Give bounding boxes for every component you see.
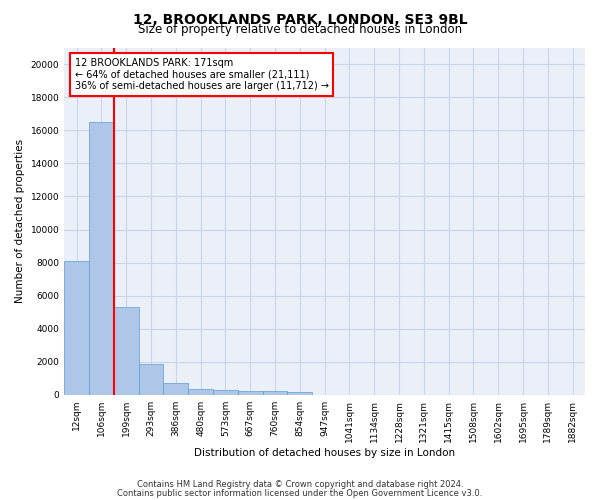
Bar [263,392,287,395]
Text: Size of property relative to detached houses in London: Size of property relative to detached ho… [138,24,462,36]
Bar [238,391,263,395]
Text: Contains public sector information licensed under the Open Government Licence v3: Contains public sector information licen… [118,488,482,498]
Text: Contains HM Land Registry data © Crown copyright and database right 2024.: Contains HM Land Registry data © Crown c… [137,480,463,489]
Bar [287,392,312,395]
Bar [139,364,163,395]
Bar [89,122,114,395]
Bar [114,308,139,395]
Text: 12 BROOKLANDS PARK: 171sqm
← 64% of detached houses are smaller (21,111)
36% of : 12 BROOKLANDS PARK: 171sqm ← 64% of deta… [74,58,329,91]
Text: 12, BROOKLANDS PARK, LONDON, SE3 9BL: 12, BROOKLANDS PARK, LONDON, SE3 9BL [133,12,467,26]
Bar [213,390,238,395]
Bar [64,261,89,395]
X-axis label: Distribution of detached houses by size in London: Distribution of detached houses by size … [194,448,455,458]
Y-axis label: Number of detached properties: Number of detached properties [15,139,25,304]
Bar [188,389,213,395]
Bar [163,384,188,395]
